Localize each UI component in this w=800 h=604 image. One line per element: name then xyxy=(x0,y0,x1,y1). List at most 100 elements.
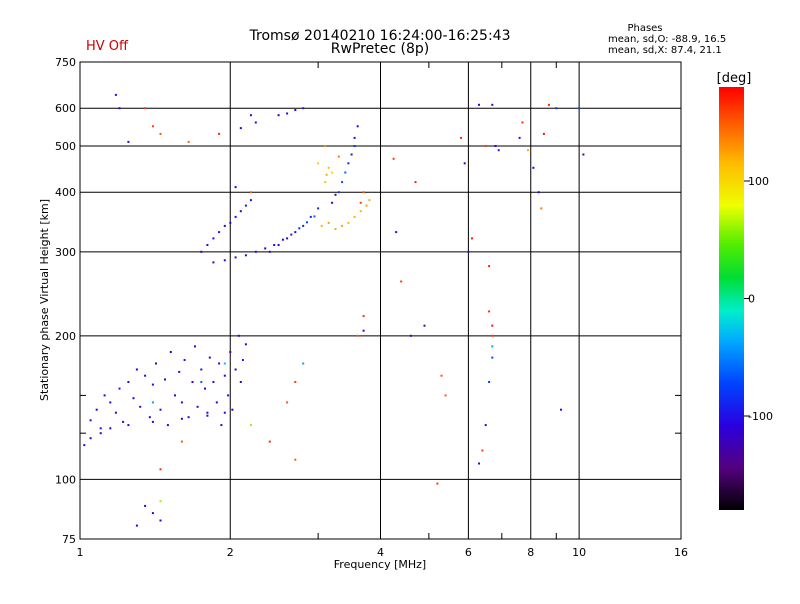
x-tick-label: 1 xyxy=(77,546,84,559)
data-point xyxy=(254,121,257,124)
data-point xyxy=(249,114,252,117)
data-point xyxy=(578,107,581,110)
data-point xyxy=(294,458,297,461)
data-point xyxy=(286,401,289,404)
data-point xyxy=(414,181,417,184)
data-point xyxy=(471,237,473,240)
data-point xyxy=(194,345,196,348)
data-point xyxy=(368,199,371,202)
data-point xyxy=(521,121,524,124)
data-point xyxy=(547,103,550,106)
chart-title-line1: Tromsø 20140210 16:24:00-16:25:43 xyxy=(249,28,511,44)
data-point xyxy=(223,374,226,377)
data-point xyxy=(334,193,337,196)
data-point xyxy=(331,171,334,174)
data-point xyxy=(127,140,130,143)
data-point xyxy=(491,345,494,348)
data-point xyxy=(223,362,226,365)
data-point xyxy=(277,114,280,117)
data-point xyxy=(223,411,226,414)
data-point xyxy=(365,204,368,207)
colorbar-tick-label: 100 xyxy=(748,175,769,188)
data-point xyxy=(109,427,112,430)
data-point xyxy=(206,411,209,414)
data-point xyxy=(478,462,480,465)
data-point xyxy=(582,153,585,156)
data-point xyxy=(484,424,487,427)
data-point xyxy=(83,444,86,447)
data-point xyxy=(234,368,237,371)
data-point xyxy=(229,351,232,353)
data-point xyxy=(324,145,327,147)
data-point xyxy=(151,383,154,386)
data-point xyxy=(155,362,157,365)
data-point xyxy=(212,381,215,383)
data-point xyxy=(227,394,230,397)
data-point xyxy=(542,132,545,135)
y-tick-label: 600 xyxy=(55,102,76,115)
data-point xyxy=(187,140,190,143)
data-point xyxy=(127,424,130,427)
data-point xyxy=(555,107,558,110)
data-point xyxy=(212,237,215,240)
data-point xyxy=(239,210,242,213)
y-tick-label: 100 xyxy=(55,473,76,486)
data-point xyxy=(144,504,147,507)
chart-title-line2: RwPretec (8p) xyxy=(331,41,429,57)
data-point xyxy=(356,334,359,337)
data-point xyxy=(89,437,92,440)
colorbar-tick-label: -100 xyxy=(748,410,773,423)
data-point xyxy=(183,359,186,361)
data-point xyxy=(109,401,112,404)
data-point xyxy=(244,343,247,346)
data-point xyxy=(359,201,362,204)
y-tick-label: 300 xyxy=(55,246,76,259)
x-tick-label: 2 xyxy=(227,546,234,559)
data-point xyxy=(223,224,226,227)
data-point xyxy=(239,381,242,383)
data-point xyxy=(350,153,353,156)
data-point xyxy=(249,199,252,202)
data-point xyxy=(191,381,194,383)
data-point xyxy=(249,424,252,427)
data-point xyxy=(341,181,344,184)
data-point xyxy=(169,351,172,353)
data-point xyxy=(400,280,403,283)
x-gridlines xyxy=(229,62,580,539)
data-point xyxy=(537,191,540,194)
data-point xyxy=(148,416,151,419)
data-point xyxy=(273,244,276,246)
data-point xyxy=(178,370,181,373)
y-tick-label: 750 xyxy=(55,56,76,69)
data-point xyxy=(196,405,199,408)
data-point xyxy=(488,381,491,383)
data-point xyxy=(223,259,226,262)
data-point xyxy=(540,207,543,210)
data-point xyxy=(159,468,162,471)
data-point xyxy=(234,256,237,259)
data-point xyxy=(239,127,242,130)
y-tick-label: 200 xyxy=(55,330,76,343)
data-point xyxy=(488,265,491,268)
data-point xyxy=(99,432,102,435)
data-point xyxy=(234,215,237,218)
data-point xyxy=(249,191,252,194)
data-point xyxy=(118,387,121,390)
data-point xyxy=(151,401,154,404)
data-point xyxy=(234,186,237,189)
data-point xyxy=(392,157,395,160)
data-point xyxy=(166,424,169,427)
y-tick-label: 400 xyxy=(55,186,76,199)
colorbar xyxy=(719,87,744,510)
data-point xyxy=(362,191,365,194)
data-point xyxy=(484,145,487,147)
data-point xyxy=(302,362,305,365)
data-point xyxy=(241,359,244,361)
x-tick-label: 10 xyxy=(572,546,586,559)
data-point xyxy=(309,215,312,218)
data-point xyxy=(218,362,221,365)
data-point xyxy=(320,224,323,227)
data-point xyxy=(286,112,289,115)
data-point xyxy=(103,394,106,397)
